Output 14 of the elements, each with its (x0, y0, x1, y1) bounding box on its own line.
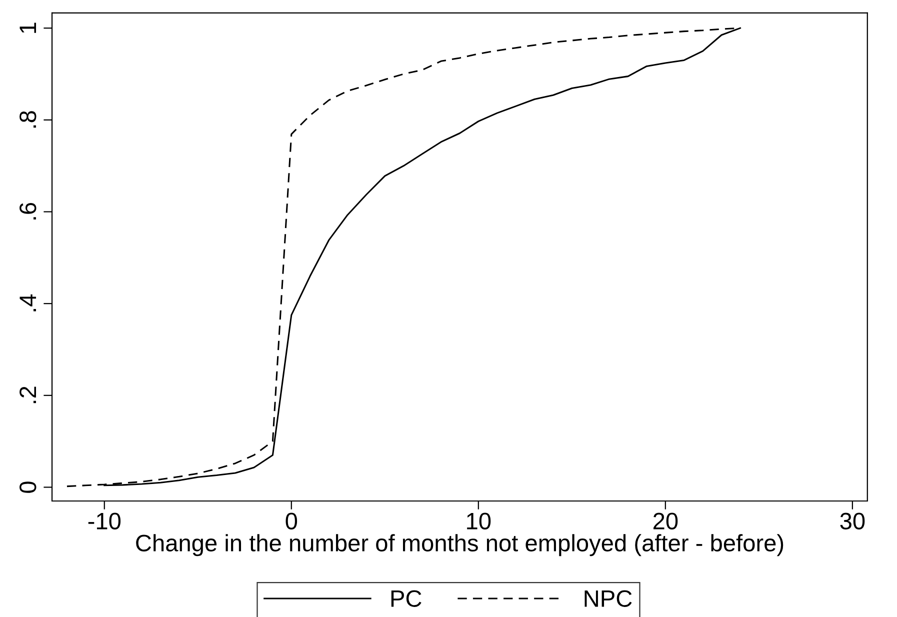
x-tick-label: 10 (467, 512, 491, 530)
y-tick-label: 0 (20, 482, 36, 493)
y-tick-label: 1 (20, 22, 36, 33)
x-axis-title: Change in the number of months not employed (after - before) (136, 534, 784, 556)
legend-label: PC (391, 590, 422, 607)
x-tick-label: 30 (840, 512, 865, 530)
legend-label: NPC (584, 590, 632, 607)
y-tick-label: .6 (20, 202, 36, 220)
y-tick-label: .8 (20, 111, 36, 128)
x-tick-label: 0 (286, 512, 298, 530)
y-tick-label: .2 (20, 386, 36, 404)
y-tick-label: .4 (20, 294, 36, 312)
x-tick-label: -10 (88, 512, 121, 530)
x-tick-label: 20 (653, 512, 678, 530)
